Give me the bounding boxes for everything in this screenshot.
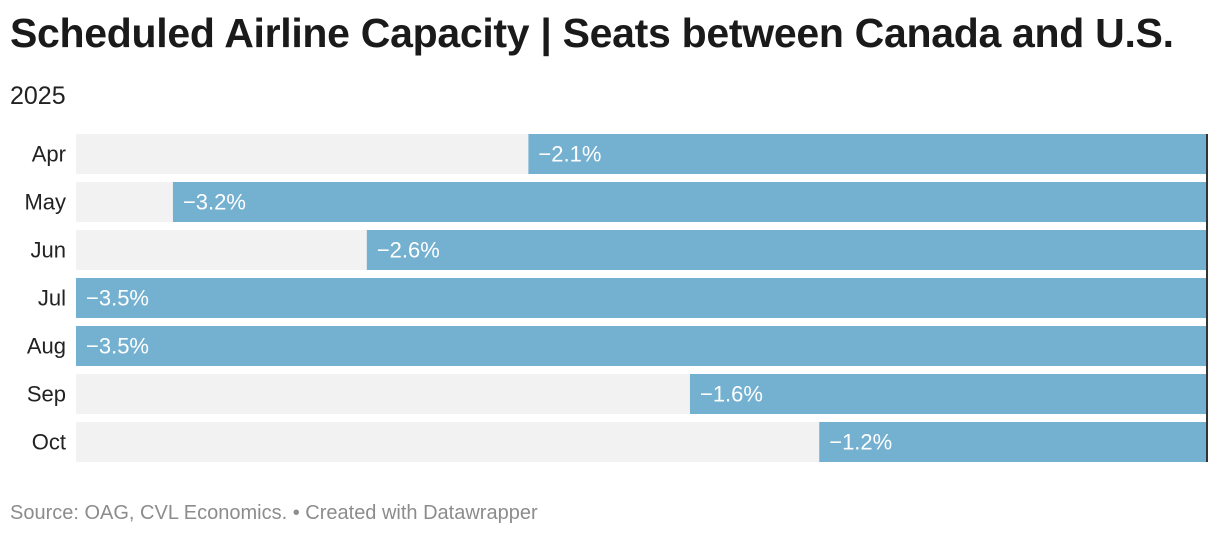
bar-aug <box>76 326 1207 366</box>
chart-title: Scheduled Airline Capacity | Seats betwe… <box>10 10 1174 56</box>
category-label-jul: Jul <box>38 286 66 311</box>
bar-sep <box>689 374 1207 414</box>
bar-jul <box>76 278 1207 318</box>
value-label-oct: −1.2% <box>829 430 892 455</box>
bar-jun <box>366 230 1207 270</box>
bar-oct <box>819 422 1207 462</box>
value-label-may: −3.2% <box>183 190 246 215</box>
source-separator: • <box>292 502 300 524</box>
value-label-aug: −3.5% <box>86 334 149 359</box>
value-label-jul: −3.5% <box>86 286 149 311</box>
value-label-jun: −2.6% <box>377 238 440 263</box>
value-label-sep: −1.6% <box>700 382 763 407</box>
bar-chart: Apr −2.1% May −3.2% Jun −2.6% Jul −3.5% Aug −3.5%… <box>24 134 1208 462</box>
bar-may <box>172 182 1207 222</box>
source-text: Source: OAG, CVL Economics. <box>10 502 288 524</box>
category-label-sep: Sep <box>27 382 66 407</box>
source-note: Source: OAG, CVL Economics. • Created wi… <box>10 502 538 525</box>
category-label-jun: Jun <box>31 238 66 263</box>
chart-subtitle: 2025 <box>10 82 66 110</box>
value-label-apr: −2.1% <box>538 142 601 167</box>
category-label-oct: Oct <box>32 430 66 455</box>
bar-apr <box>528 134 1207 174</box>
created-with-text: Created with Datawrapper <box>305 502 538 524</box>
category-label-may: May <box>24 190 66 215</box>
category-label-aug: Aug <box>27 334 66 359</box>
category-label-apr: Apr <box>32 142 66 167</box>
